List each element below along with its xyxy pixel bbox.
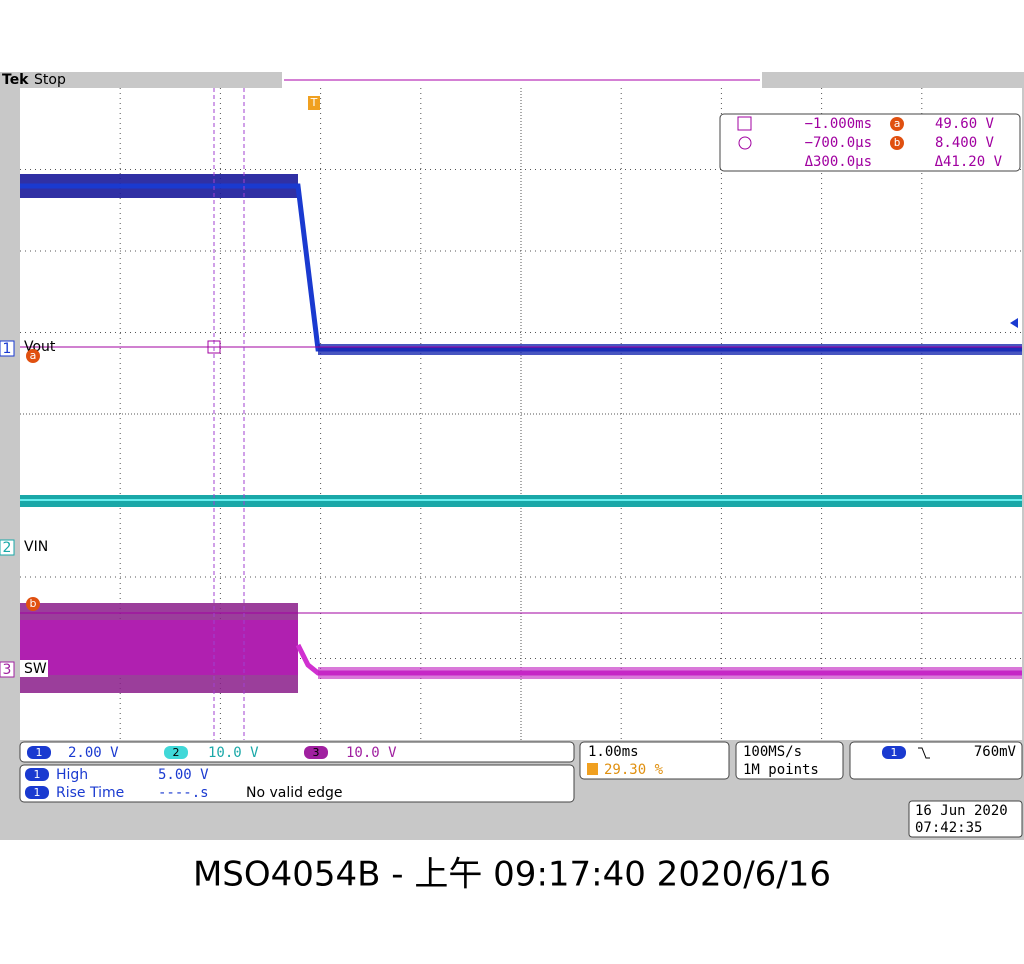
cursor-b-label: b [30, 597, 37, 610]
ch3-label: SW [24, 661, 47, 677]
status: Stop [34, 72, 66, 88]
ch3-noise [318, 667, 1022, 679]
time: 07:42:35 [915, 820, 982, 836]
ch-scale: 10.0 V [346, 745, 397, 761]
badge [27, 746, 51, 759]
brand: Tek [2, 72, 29, 88]
badge [890, 117, 904, 131]
cursor-square [737, 116, 752, 131]
meas-value: ----.s [158, 785, 209, 801]
cursor-a-badge [26, 349, 40, 363]
ch-number: 3 [313, 746, 320, 759]
cursor-circle [738, 136, 752, 150]
cursor-time: −700.0µs [805, 135, 872, 151]
trigger-channel: 1 [891, 746, 898, 759]
meas-channel: 1 [34, 768, 41, 781]
ch3-band [20, 620, 298, 675]
cursor-delta-voltage: Δ41.20 V [935, 154, 1003, 170]
acquisition-panel [735, 741, 844, 780]
badge [304, 746, 328, 759]
ch-scale: 10.0 V [208, 745, 259, 761]
badge [890, 136, 904, 150]
cursor-id: a [894, 117, 901, 130]
cursor-b-badge [26, 597, 40, 611]
caption: MSO4054B - 上午 09:17:40 2020/6/16 [193, 855, 831, 895]
badge [25, 768, 49, 781]
ch-number: 1 [36, 746, 43, 759]
datetime-panel [908, 800, 1023, 838]
ch1-badge [0, 340, 15, 357]
badge [25, 786, 49, 799]
meas-note: No valid edge [246, 785, 342, 801]
measurement-panel [19, 764, 575, 803]
falling-edge-icon [918, 747, 930, 759]
ch3-number: 3 [3, 662, 12, 678]
scale-panel [19, 741, 575, 763]
timebase-scale: 1.00ms [588, 744, 639, 760]
cursor-readout [719, 113, 1021, 172]
ch2-badge [0, 539, 15, 556]
record-length: 1M points [743, 762, 819, 778]
trigger-level [1010, 318, 1018, 328]
ch2-number: 2 [3, 540, 12, 556]
badge [164, 746, 188, 759]
timebase-panel [579, 741, 730, 780]
meas-value: 5.00 V [158, 767, 209, 783]
ch1-noise [318, 344, 1022, 355]
cursor-id: b [894, 136, 901, 149]
cursor-time: −1.000ms [805, 116, 872, 132]
sample-rate: 100MS/s [743, 744, 802, 760]
date: 16 Jun 2020 [915, 803, 1008, 819]
ch-number: 2 [173, 746, 180, 759]
trigger-level-value: 760mV [974, 744, 1017, 760]
trigger-icon [587, 763, 598, 775]
ch2-label: VIN [24, 539, 48, 555]
ch3-badge [0, 661, 15, 678]
cursor-a-label: a [30, 349, 37, 362]
timebase-position: 29.30 % [604, 762, 664, 778]
meas-name: High [56, 767, 88, 783]
cursor-delta-time: Δ300.0µs [805, 154, 872, 170]
cursor-box [207, 340, 221, 354]
badge [882, 746, 906, 759]
ch-scale: 2.00 V [68, 745, 119, 761]
meas-name: Rise Time [56, 785, 124, 801]
ch1-number: 1 [3, 341, 12, 357]
meas-channel: 1 [34, 786, 41, 799]
cursor-voltage: 49.60 V [935, 116, 995, 132]
trigger-marker [308, 96, 320, 110]
trigger-marker-label: T [310, 96, 318, 109]
cursor-voltage: 8.400 V [935, 135, 995, 151]
ch3-label-bg [20, 660, 48, 677]
